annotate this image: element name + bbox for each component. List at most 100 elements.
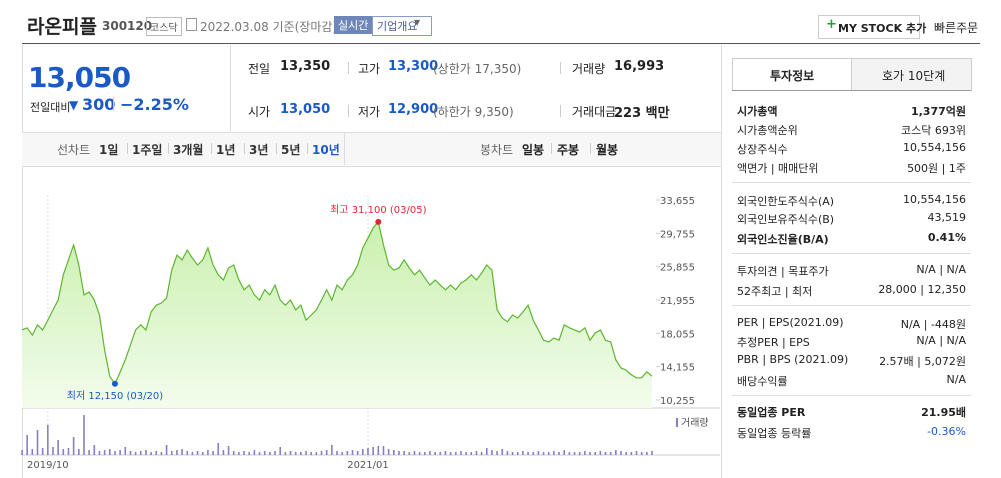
volume-bar [532, 452, 535, 455]
price: 13,050 [28, 61, 131, 94]
volume-bar [356, 451, 359, 455]
stat-value: 13,350 [280, 59, 331, 74]
volume-bar [78, 449, 80, 455]
volume-bar [511, 452, 514, 455]
stat-value: 12,900 [388, 102, 439, 117]
y-tick-label: 21,955 [660, 296, 695, 307]
candle-tab-label: 봉차트 [480, 143, 514, 157]
x-tick-label: 2021/01 [347, 460, 389, 471]
period-tab[interactable]: 1주일 [132, 143, 163, 157]
volume-bar [341, 452, 343, 455]
volume-bar [21, 450, 23, 455]
volume-bar [315, 452, 318, 455]
volume-bar [413, 451, 416, 455]
volume-bar [620, 451, 622, 455]
volume-bar [217, 443, 220, 455]
low-label: 최저 12,150 (03/20) [67, 390, 163, 402]
volume-bar [160, 452, 163, 455]
candle-tab[interactable]: 일봉 [522, 143, 545, 157]
info-line [732, 90, 971, 91]
volume-bar [93, 445, 96, 455]
low-dot [111, 380, 118, 387]
volume-bar [150, 452, 152, 455]
tab-sep [276, 143, 277, 154]
info-value: N/A [946, 373, 966, 386]
line-tab-label: 선차트 [57, 143, 91, 157]
volume-bar [114, 451, 116, 455]
realtime-badge: 실시간 [334, 16, 373, 34]
volume-bar [57, 440, 59, 455]
period-tab[interactable]: 3년 [249, 143, 269, 157]
period-tab[interactable]: 3개월 [173, 143, 204, 157]
volume-bar [615, 450, 617, 455]
volume-bar [429, 451, 431, 455]
volume-bar [129, 451, 132, 455]
volume-bar [263, 451, 266, 455]
volume-bar [248, 452, 251, 455]
volume-bar [67, 448, 70, 455]
volume-bar [501, 449, 504, 455]
plus: + [826, 17, 837, 32]
period-tab[interactable]: 1일 [99, 143, 119, 157]
tab-sep [551, 143, 552, 154]
volume-bar [609, 452, 612, 455]
volume-bar [176, 450, 178, 455]
period-tab[interactable]: 1년 [216, 143, 236, 157]
volume-bar [98, 451, 101, 455]
volume-bar [72, 437, 75, 455]
info-value: N/A | -448원 [900, 318, 966, 331]
info-tab-active[interactable] [732, 58, 852, 91]
volume-bar [212, 451, 214, 455]
overview[interactable]: 기업개요 [372, 16, 433, 36]
date: 2022.03.08 기준(장마감) [200, 20, 338, 34]
volume-bar [423, 452, 426, 455]
volume-bar [31, 449, 34, 455]
doc-icon [186, 18, 197, 31]
volume-bar [83, 415, 85, 455]
info-value: -0.36% [927, 425, 966, 438]
candle-tab[interactable]: 주봉 [557, 143, 580, 157]
volume-bar [589, 452, 591, 455]
quick-order[interactable]: 빠른주문 [934, 21, 979, 35]
tab-divider [344, 133, 345, 165]
info-label: 시가총액 [737, 105, 778, 118]
volume-bar [558, 452, 560, 455]
volume-bar [26, 435, 28, 455]
y-tick-label: 10,255 [660, 396, 695, 407]
volume-bar [274, 451, 276, 455]
x-tick-label: 2019/10 [27, 460, 69, 471]
volume-bar [253, 450, 256, 455]
tab-sep [307, 143, 308, 154]
stat-value: 13,050 [280, 102, 331, 117]
volume-bar [170, 451, 173, 455]
volume-bar [52, 447, 54, 455]
volume-bar [460, 451, 462, 455]
tab-sep [244, 143, 245, 154]
volume-bar [563, 450, 566, 455]
stat-sep [560, 62, 561, 74]
mystock-btn[interactable] [818, 15, 920, 39]
volume-bar [196, 451, 199, 455]
info-label: 상장주식수 [737, 143, 788, 156]
stat-label: 거래량 [572, 62, 606, 76]
volume-bar [310, 452, 312, 455]
volume-bar [119, 450, 121, 455]
info-sep [732, 305, 971, 306]
candle-tab[interactable]: 월봉 [596, 143, 619, 157]
volume-bar [155, 451, 158, 455]
tab-sep [127, 143, 128, 154]
volume-bar [630, 452, 633, 455]
period-tab[interactable]: 10년 [312, 143, 340, 157]
volume-bar [485, 448, 488, 455]
quote-bottom [22, 132, 721, 167]
down-arrow: ▼ [69, 98, 79, 112]
volume-bar [103, 450, 106, 455]
info-label: 동일업종 등락률 [737, 427, 812, 440]
stat-label: 전일 [248, 62, 271, 76]
volume-legend [676, 418, 678, 427]
volume-bar [382, 446, 385, 455]
volume-bar [41, 448, 44, 455]
volume-bar [289, 451, 292, 455]
volume-bar [201, 452, 204, 455]
period-tab[interactable]: 5년 [281, 143, 301, 157]
